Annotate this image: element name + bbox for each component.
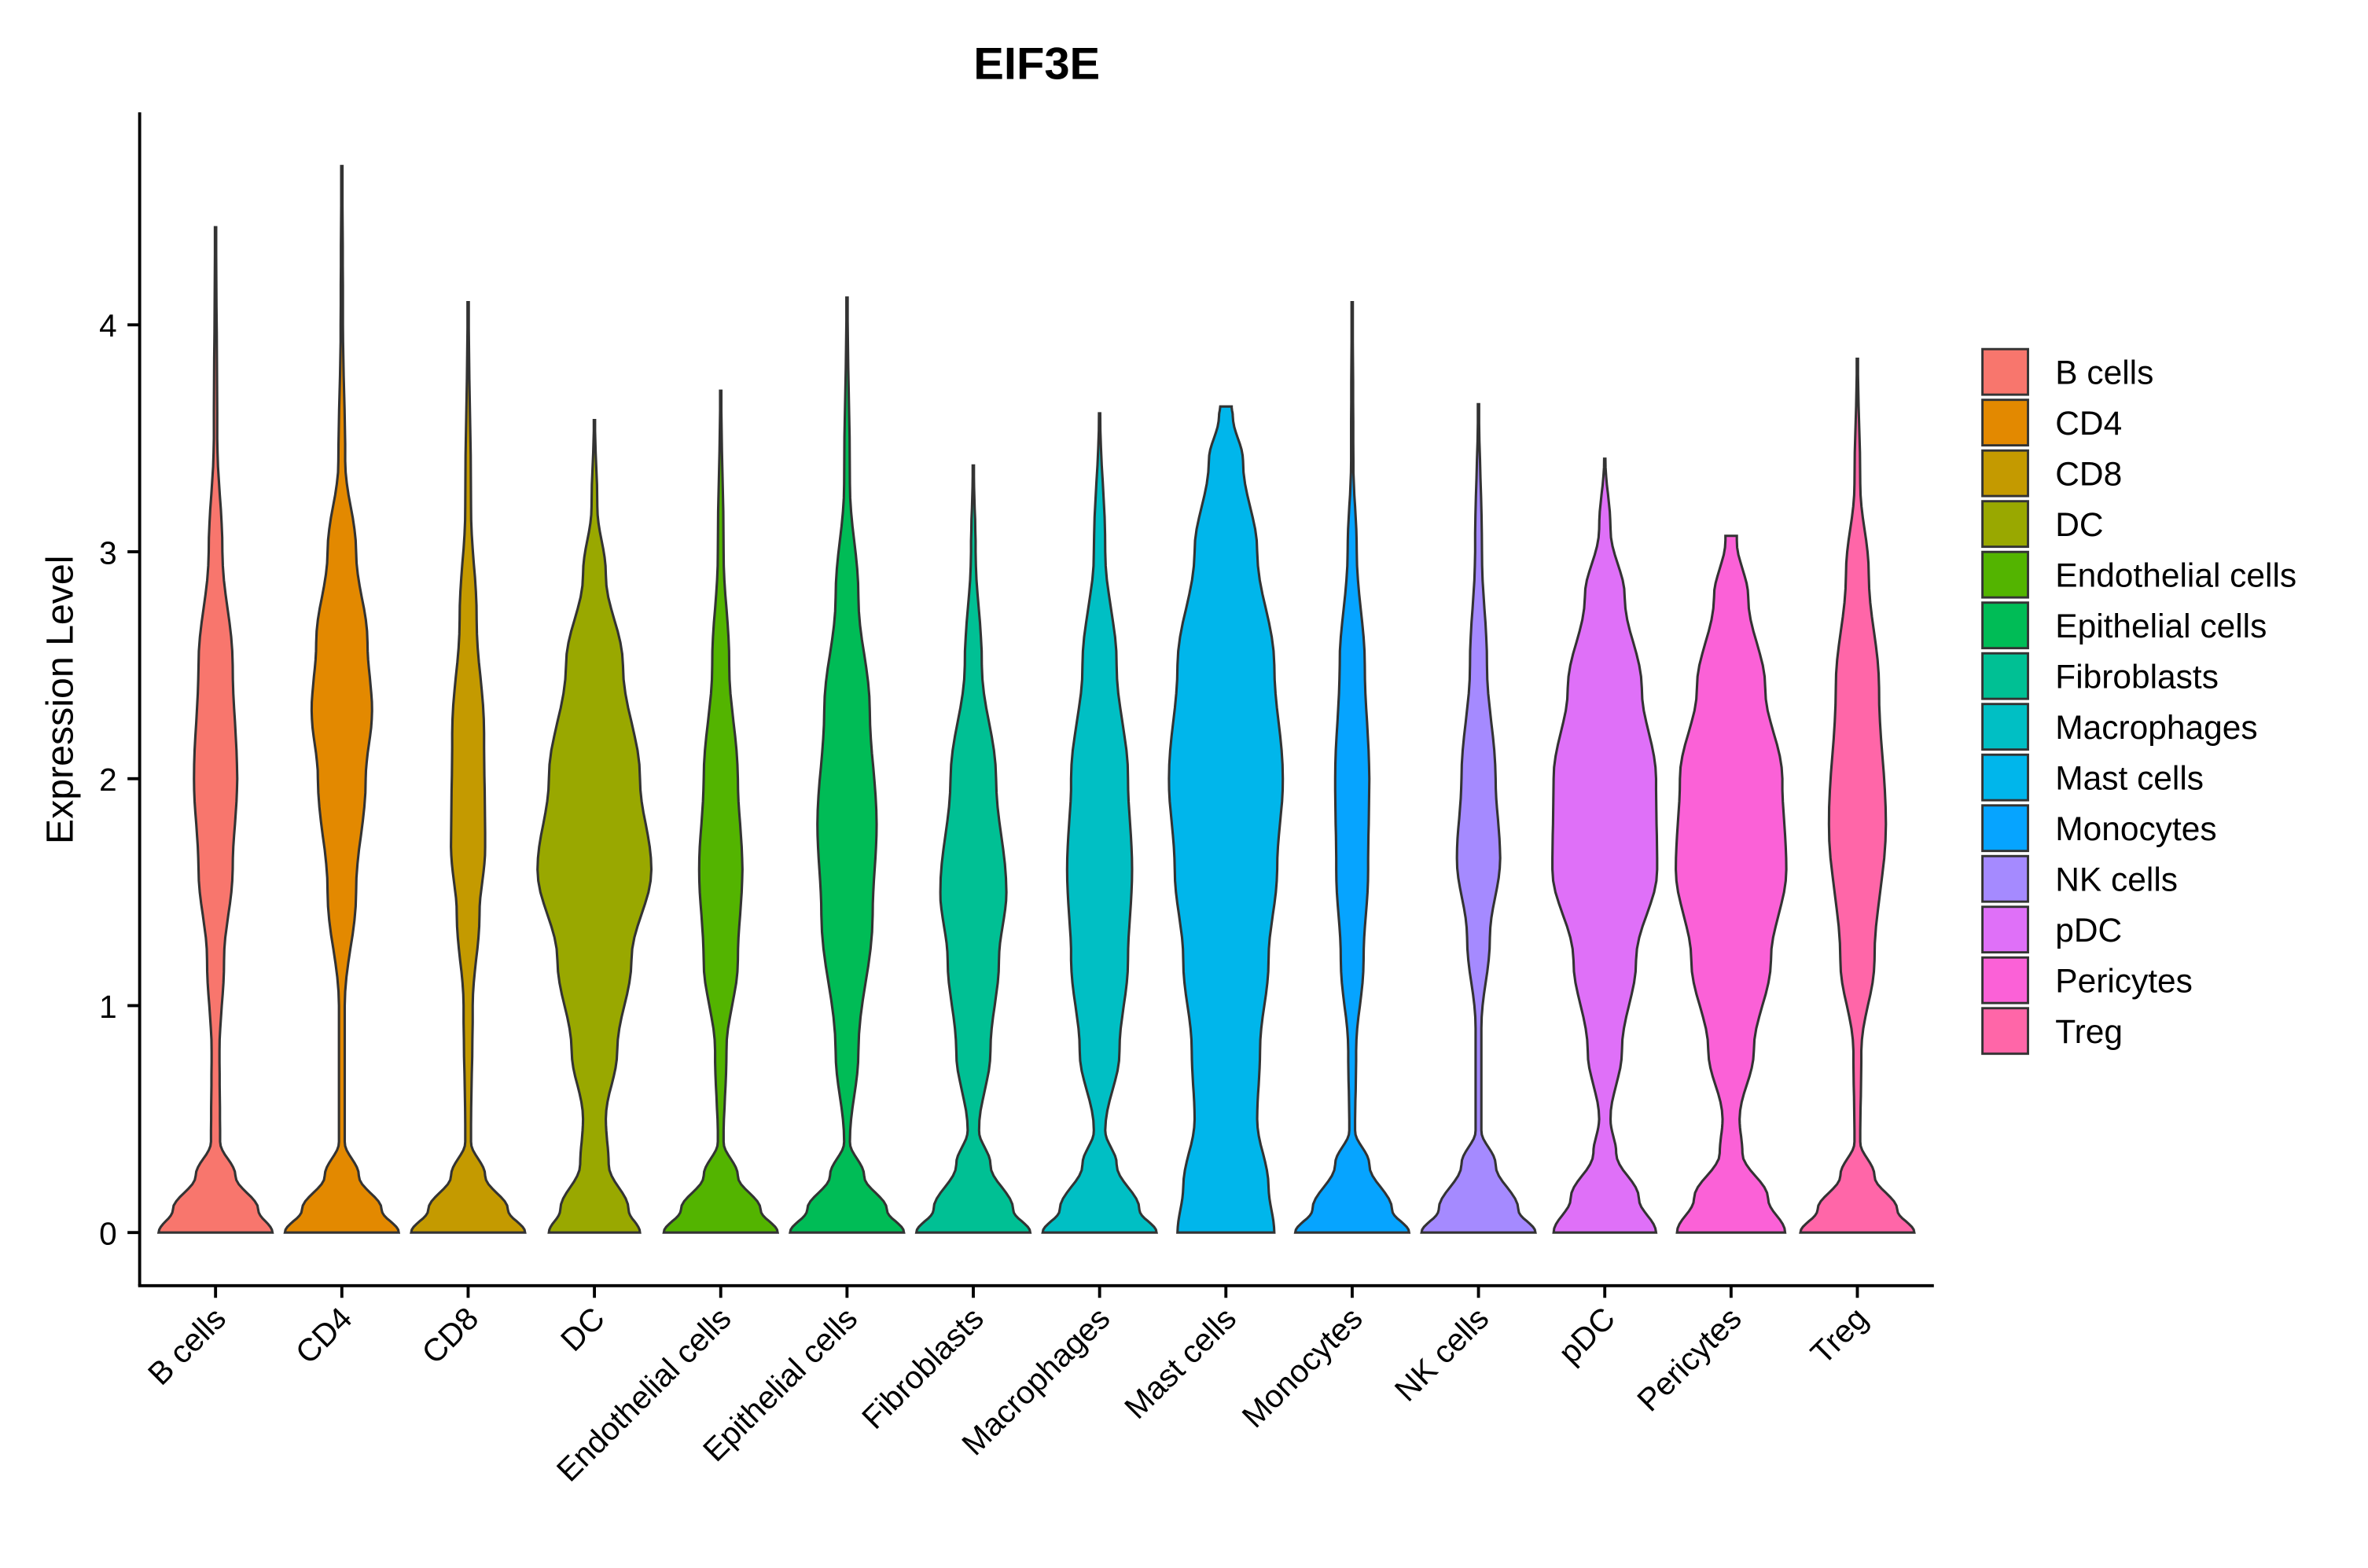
violin-cd4 (283, 164, 401, 1234)
violin-endothelial-cells (662, 389, 780, 1234)
legend-label: CD8 (2055, 457, 2122, 494)
violin-nk-cells (1420, 402, 1537, 1234)
violin-mast-cells (1167, 405, 1285, 1234)
violin-treg (1799, 358, 1916, 1234)
legend-key (1981, 347, 2029, 396)
y-tick-label: 0 (99, 1216, 117, 1252)
violin-macrophages (1041, 412, 1158, 1234)
legend-key (1981, 550, 2029, 599)
legend-label: Endothelial cells (2055, 558, 2296, 595)
legend-key (1981, 398, 2029, 447)
violin-b-cells (156, 226, 274, 1234)
x-tick-label: DC (553, 1300, 612, 1358)
legend-key (1981, 703, 2029, 751)
legend-key (1981, 854, 2029, 903)
x-tick-label: Fibroblasts (855, 1300, 991, 1436)
legend-key (1981, 804, 2029, 853)
y-tick-label: 2 (99, 762, 117, 798)
legend: B cells CD4 CD8 DC Endothelial cells Epitheli… (1981, 347, 2296, 1056)
x-tick-label: CD4 (289, 1300, 359, 1371)
legend-label: Monocytes (2055, 811, 2216, 848)
x-tick-label: Pericytes (1630, 1300, 1748, 1418)
legend-key (1981, 1007, 2029, 1056)
legend-key (1981, 753, 2029, 802)
legend-label: CD4 (2055, 406, 2122, 442)
legend-key (1981, 500, 2029, 549)
violin-cd8 (410, 300, 527, 1234)
violin-epithelial-cells (789, 296, 906, 1234)
violin-dc (536, 419, 653, 1234)
x-tick-label: NK cells (1388, 1300, 1496, 1408)
legend-label: Epithelial cells (2055, 608, 2267, 645)
x-tick-label: B cells (141, 1300, 233, 1392)
violin-pdc (1551, 457, 1659, 1234)
y-tick-label: 4 (99, 308, 117, 344)
legend-key (1981, 449, 2029, 498)
legend-label: DC (2055, 507, 2103, 544)
y-tick-label: 1 (99, 989, 117, 1025)
x-tick-label: CD8 (414, 1300, 485, 1371)
violin-fibroblasts (914, 464, 1032, 1234)
legend-label: Macrophages (2055, 710, 2257, 747)
violin-pericytes (1675, 534, 1788, 1234)
x-tick-label: Mast cells (1117, 1300, 1243, 1426)
violin-monocytes (1293, 300, 1411, 1234)
legend-label: Treg (2055, 1014, 2123, 1051)
legend-label: pDC (2055, 913, 2122, 949)
legend-key (1981, 905, 2029, 954)
x-tick-label: Treg (1804, 1300, 1874, 1371)
x-tick-label: pDC (1551, 1300, 1622, 1371)
violins-layer (156, 164, 1916, 1234)
legend-label: NK cells (2055, 862, 2178, 899)
legend-label: Pericytes (2055, 964, 2193, 1001)
chart-title: EIF3E (973, 39, 1100, 89)
legend-label: B cells (2055, 355, 2153, 392)
y-axis-label: Expression Level (39, 556, 82, 845)
legend-label: Fibroblasts (2055, 659, 2219, 696)
legend-key (1981, 652, 2029, 700)
y-tick-label: 3 (99, 534, 117, 571)
x-tick-label: Monocytes (1235, 1300, 1370, 1434)
legend-label: Mast cells (2055, 761, 2204, 798)
legend-key (1981, 956, 2029, 1004)
legend-key (1981, 601, 2029, 650)
